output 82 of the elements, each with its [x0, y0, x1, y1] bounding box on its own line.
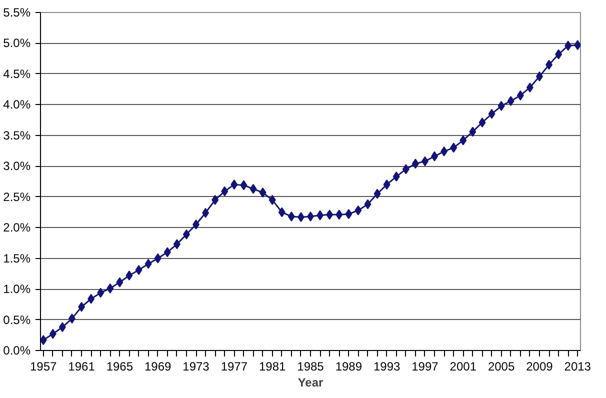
y-tick-label: 3.0%	[3, 159, 31, 174]
point	[364, 199, 372, 210]
point	[316, 210, 324, 220]
point	[144, 258, 152, 269]
point	[402, 164, 410, 174]
x-tick-label: 1981	[258, 360, 286, 374]
point	[106, 283, 114, 294]
point	[58, 322, 66, 332]
point	[498, 100, 505, 111]
point	[78, 302, 86, 312]
x-tick-label: 2001	[450, 360, 477, 374]
point	[259, 188, 266, 198]
y-tick-label: 0.5%	[3, 312, 31, 327]
point	[488, 108, 496, 119]
x-tick-label: 2009	[526, 360, 554, 374]
y-tick-label: 0.0%	[3, 344, 31, 358]
y-tick-label: 1.0%	[3, 282, 31, 296]
point	[536, 71, 543, 82]
point	[278, 207, 286, 218]
y-tick-label: 4.0%	[3, 98, 31, 112]
point	[336, 210, 343, 220]
point	[516, 90, 524, 100]
point	[460, 135, 467, 146]
point	[268, 194, 276, 205]
point	[49, 328, 56, 339]
point	[345, 209, 352, 220]
point	[546, 60, 553, 70]
x-tick-label: 1977	[220, 360, 248, 374]
point	[135, 264, 142, 275]
x-tick-label: 2005	[488, 360, 515, 374]
point	[374, 188, 381, 199]
point	[182, 229, 190, 240]
x-tick-label: 1973	[182, 360, 210, 374]
y-tick-label: 3.5%	[3, 128, 31, 142]
point	[97, 288, 104, 298]
point	[164, 247, 171, 258]
x-axis-title: Year	[298, 376, 324, 390]
point	[431, 151, 438, 162]
point	[440, 146, 448, 156]
point	[88, 294, 95, 304]
point	[297, 212, 304, 222]
y-tick-label: 2.0%	[3, 220, 31, 235]
point	[116, 277, 124, 288]
point	[202, 208, 210, 218]
x-tick-label: 1989	[335, 360, 362, 374]
point	[230, 180, 238, 190]
point	[555, 49, 562, 60]
point	[507, 96, 514, 106]
point	[450, 142, 458, 153]
point	[288, 212, 295, 222]
x-tick-label: 1997	[412, 360, 439, 374]
point	[326, 210, 334, 220]
x-tick-label: 1993	[373, 360, 400, 374]
point	[192, 220, 200, 230]
point	[478, 118, 486, 128]
point	[154, 253, 162, 264]
point	[383, 180, 390, 190]
point	[469, 126, 476, 137]
y-tick-label: 1.5%	[3, 251, 31, 266]
point	[392, 172, 400, 182]
point	[250, 184, 257, 194]
point	[126, 270, 133, 281]
point	[526, 82, 534, 92]
point	[240, 180, 248, 190]
point	[564, 40, 572, 51]
x-tick-label: 1985	[297, 360, 324, 374]
point	[421, 156, 428, 166]
x-tick-label: 1969	[144, 360, 172, 374]
point	[173, 239, 180, 250]
x-tick-label: 1957	[30, 360, 58, 374]
point	[68, 314, 76, 324]
y-tick-label: 5.0%	[3, 36, 31, 50]
x-tick-label: 2013	[564, 360, 592, 374]
x-tick-label: 1965	[106, 360, 134, 374]
point	[412, 158, 419, 169]
point	[354, 205, 362, 216]
y-tick-label: 4.5%	[3, 66, 31, 81]
point	[221, 186, 228, 196]
point	[212, 194, 219, 205]
x-tick-label: 1961	[68, 360, 96, 374]
y-tick-label: 5.5%	[3, 6, 31, 20]
y-tick-label: 2.5%	[3, 190, 31, 204]
